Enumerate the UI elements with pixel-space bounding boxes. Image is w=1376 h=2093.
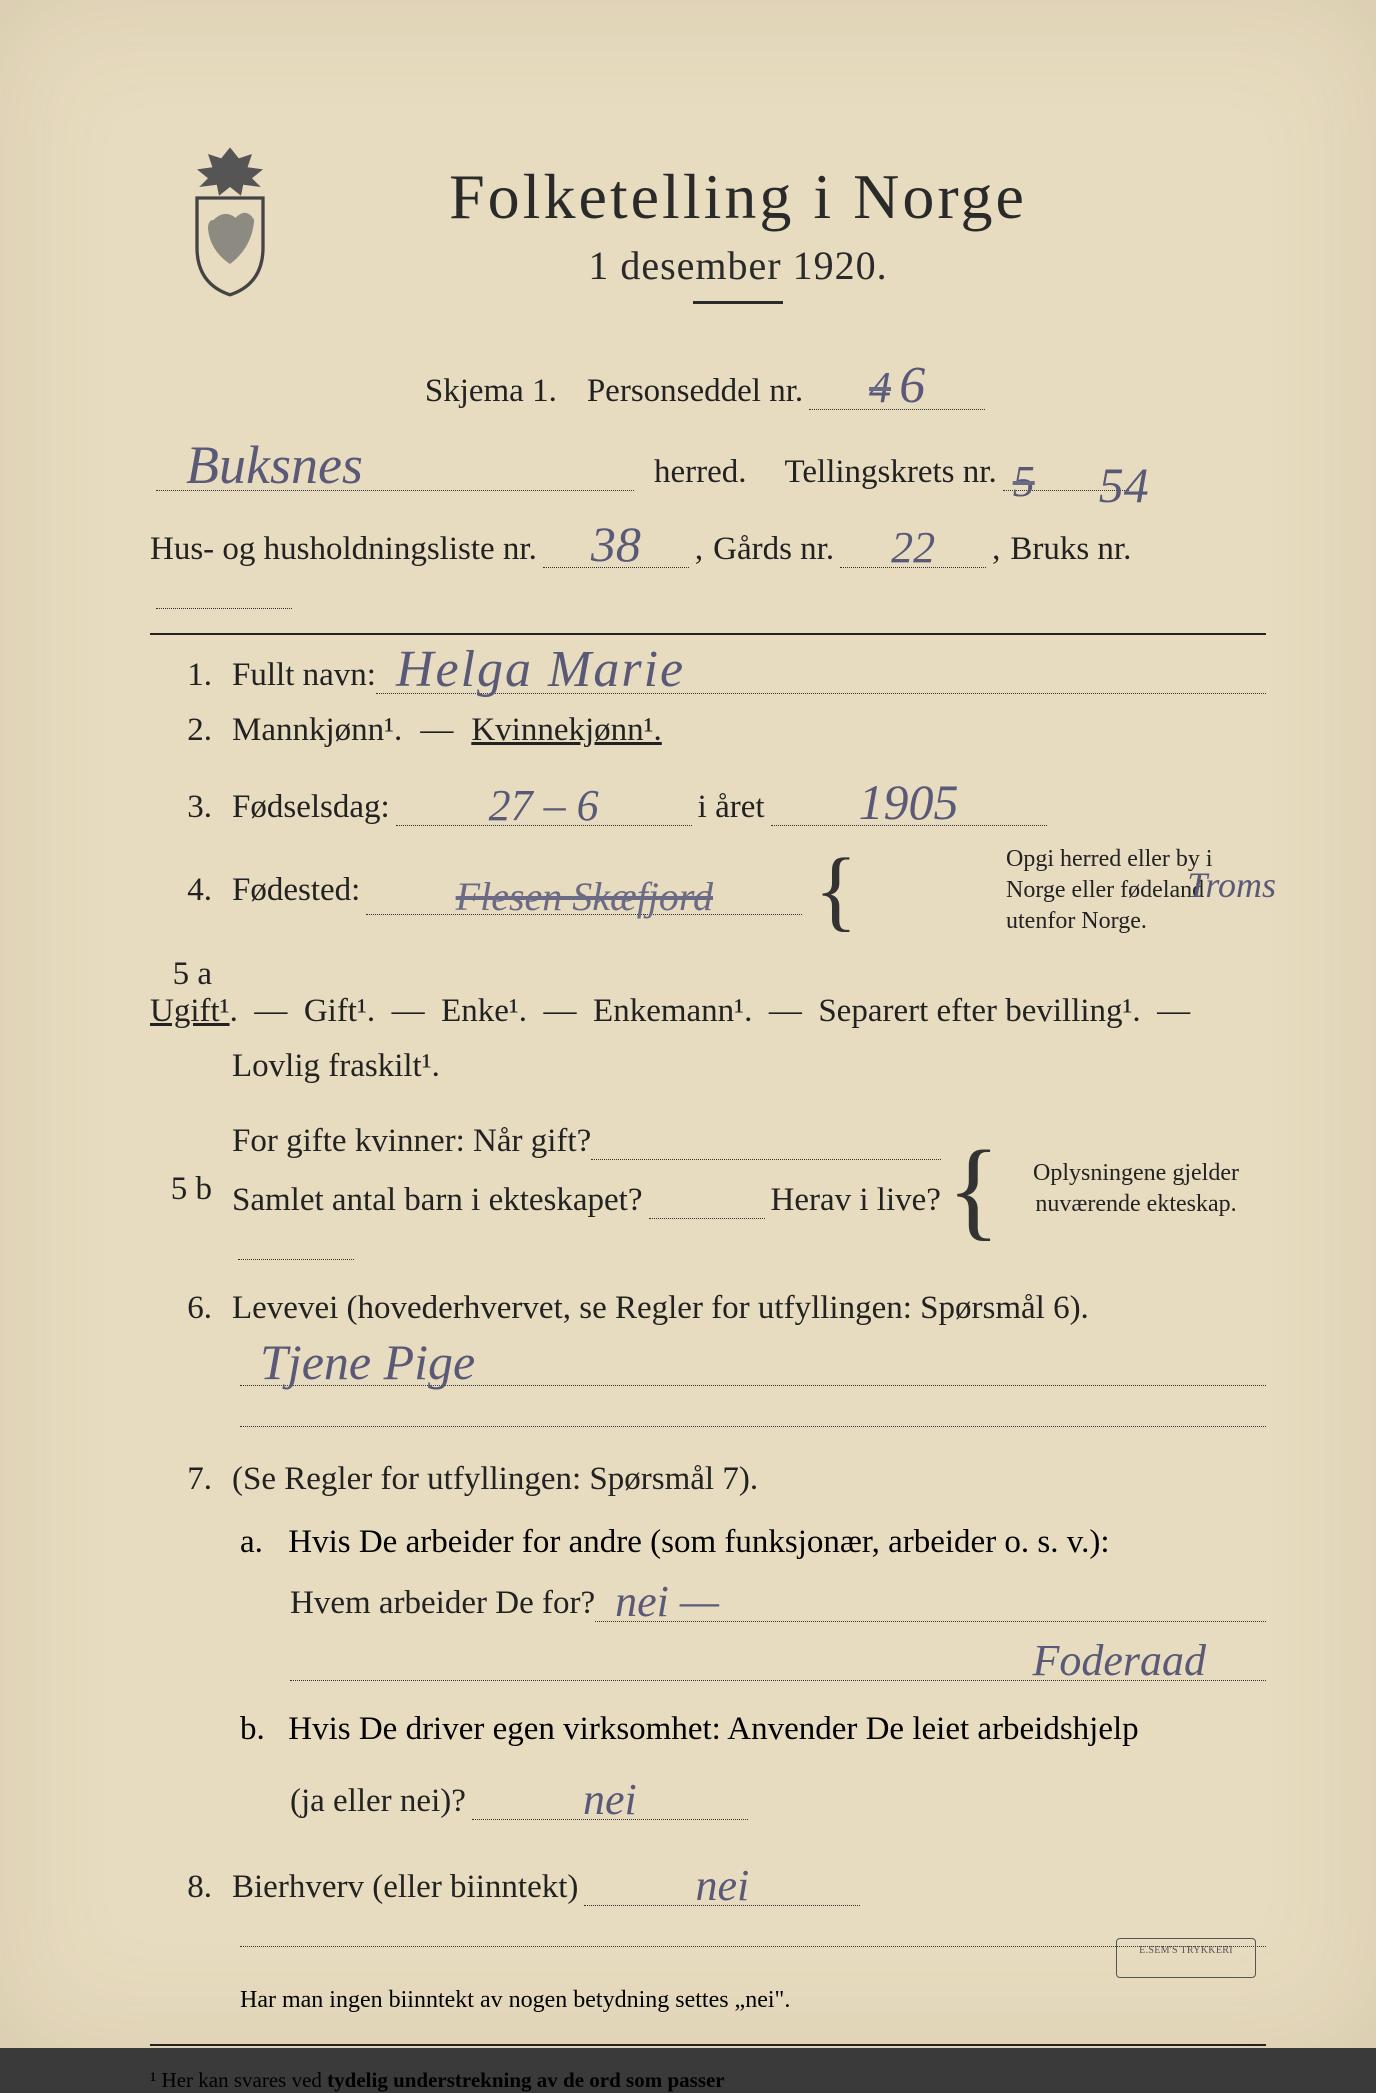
tellingskrets-struck: 5 <box>1013 456 1035 494</box>
q7b-row2: (ja eller nei)? nei <box>290 1768 1266 1820</box>
dotted-divider <box>240 1946 1266 1947</box>
q3-day: 27 – 6 <box>489 781 599 830</box>
q7a-value: nei — <box>615 1576 719 1627</box>
q5b-label2: Samlet antal barn i ekteskapet? <box>232 1182 643 1219</box>
q2-kvinne: Kvinnekjønn¹. <box>471 712 661 749</box>
q7a-text1: Hvis De arbeider for andre (som funksjon… <box>288 1524 1109 1560</box>
schema-label: Skjema 1. <box>425 373 557 410</box>
q3-row: 3. Fødselsdag: 27 – 6 i året 1905 <box>150 767 1266 826</box>
q7-label: (Se Regler for utfyllingen: Spørsmål 7). <box>232 1461 758 1498</box>
q7a-row3: Foderaad <box>290 1640 1266 1681</box>
q2-row: 2. Mannkjønn¹. — Kvinnekjønn¹. <box>150 712 1266 749</box>
q1-value: Helga Marie <box>396 640 685 699</box>
q1-label: Fullt navn: <box>232 657 376 694</box>
q6-row: 6. Levevei (hovederhvervet, se Regler fo… <box>150 1290 1266 1327</box>
gaards-label: Gårds nr. <box>713 531 834 568</box>
q5a-row: 5 a Ugift¹. — Gift¹. — Enke¹. — Enkemann… <box>150 956 1266 1030</box>
q3-label: Fødselsdag: <box>232 789 390 826</box>
page-subtitle: 1 desember 1920. <box>210 242 1266 304</box>
bruks-label: Bruks nr. <box>1010 531 1131 568</box>
footnote-2-bold: tydelig understrekning av de ord som pas… <box>327 2068 724 2092</box>
q7a-label: a. <box>240 1524 280 1561</box>
q7b-text1: Hvis De driver egen virksomhet: Anvender… <box>288 1711 1138 1747</box>
q5a-options2: Lovlig fraskilt¹. <box>232 1048 440 1085</box>
q7b-row: b. Hvis De driver egen virksomhet: Anven… <box>240 1711 1266 1748</box>
footnote-2: ¹ Her kan svares ved tydelig understrekn… <box>150 2068 1266 2093</box>
q8-row: 8. Bierhverv (eller biinntekt) nei <box>150 1854 1266 1906</box>
brace-icon: { <box>947 1159 1000 1219</box>
row-herred: Buksnes herred. Tellingskrets nr. 5 54 <box>150 428 1266 491</box>
q7b-text2: (ja eller nei)? <box>290 1783 466 1820</box>
tellingskrets-label: Tellingskrets nr. <box>785 454 997 491</box>
q7b-value: nei <box>583 1775 637 1824</box>
hus-value: 38 <box>591 516 641 572</box>
q5b-label: For gifte kvinner: Når gift? <box>232 1123 591 1160</box>
personseddel-label: Personseddel nr. <box>587 373 803 410</box>
herred-value: Buksnes <box>186 435 363 495</box>
footnote-1: Har man ingen biinntekt av nogen betydni… <box>240 1987 1266 2014</box>
tellingskrets-value: 54 <box>1099 456 1149 484</box>
hus-label: Hus- og husholdningsliste nr. <box>150 531 537 568</box>
gaards-value: 22 <box>891 523 935 572</box>
divider <box>150 2044 1266 2046</box>
q6-value: Tjene Pige <box>260 1333 475 1391</box>
brace-icon: { <box>814 861 857 921</box>
q7-row: 7. (Se Regler for utfyllingen: Spørsmål … <box>150 1461 1266 1498</box>
q3-num: 3. <box>150 789 212 826</box>
q5b-num: 5 b <box>150 1171 212 1208</box>
q4-note-text: Opgi herred eller by i Norge eller fødel… <box>1006 846 1213 934</box>
divider <box>150 633 1266 635</box>
q8-num: 8. <box>150 1869 212 1906</box>
q1-num: 1. <box>150 657 212 694</box>
row-hus: Hus- og husholdningsliste nr. 38, Gårds … <box>150 509 1266 609</box>
q5b-note: Oplysningene gjelder nuværende ekteskap. <box>1006 1158 1266 1220</box>
q5a-options: Ugift¹. — Gift¹. — Enke¹. — Enkemann¹. —… <box>150 993 1190 1030</box>
q5b-label3: Herav i live? <box>771 1182 941 1219</box>
q6-value-row: Tjene Pige <box>240 1345 1266 1386</box>
census-form-page: Folketelling i Norge 1 desember 1920. Sk… <box>0 0 1376 2048</box>
q8-label: Bierhverv (eller biinntekt) <box>232 1869 578 1906</box>
q5a-num: 5 a <box>150 956 212 993</box>
q7a-value2: Foderaad <box>1032 1635 1206 1686</box>
personseddel-struck: 4 <box>869 363 891 412</box>
q7-num: 7. <box>150 1461 212 1498</box>
q3-year-label: i året <box>698 789 765 826</box>
q2-mann: Mannkjønn¹. <box>232 712 402 749</box>
row-schema: Skjema 1. Personseddel nr. 4 6 <box>150 350 1266 410</box>
q4-num: 4. <box>150 872 212 909</box>
q2-num: 2. <box>150 712 212 749</box>
dotted-divider <box>240 1426 1266 1427</box>
footnote-2-pre: ¹ Her kan svares ved <box>150 2068 327 2092</box>
coat-of-arms-icon <box>175 140 285 300</box>
page-title: Folketelling i Norge <box>210 160 1266 234</box>
q7a-row2: Hvem arbeider De for? nei — <box>290 1581 1266 1622</box>
q8-value: nei <box>695 1861 749 1910</box>
printer-stamp: E.SEM'S TRYKKERI <box>1116 1938 1256 1978</box>
q4-note: Opgi herred eller by i Norge eller fødel… <box>1006 844 1266 938</box>
q4-note-hand: Troms <box>1187 862 1276 909</box>
q5a-row2: Lovlig fraskilt¹. <box>150 1048 1266 1085</box>
q7a-text2: Hvem arbeider De for? <box>290 1585 595 1622</box>
q1-row: 1. Fullt navn: Helga Marie <box>150 653 1266 694</box>
q4-value: Flesen Skæfjord <box>456 874 713 919</box>
q4-row: 4. Fødested: Flesen Skæfjord { Opgi herr… <box>150 844 1266 938</box>
q6-num: 6. <box>150 1290 212 1327</box>
q7b-label: b. <box>240 1711 280 1748</box>
q4-label: Fødested: <box>232 872 360 909</box>
q7a-row: a. Hvis De arbeider for andre (som funks… <box>240 1524 1266 1561</box>
q6-label: Levevei (hovederhvervet, se Regler for u… <box>232 1290 1089 1327</box>
q5b-row: 5 b For gifte kvinner: Når gift? Samlet … <box>150 1119 1266 1260</box>
q3-year: 1905 <box>859 774 959 830</box>
herred-label: herred. <box>654 454 747 491</box>
personseddel-value: 6 <box>899 357 925 414</box>
